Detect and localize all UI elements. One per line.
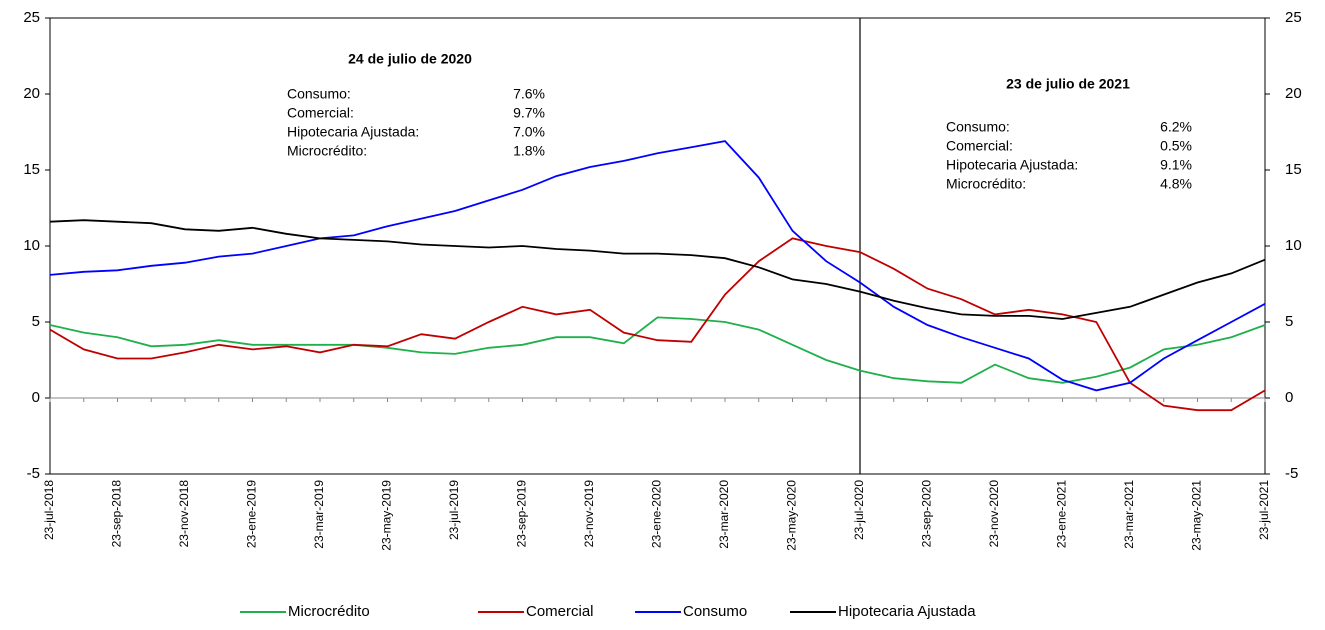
x-tick-label: 23-jul-2021 (1257, 480, 1271, 540)
y-tick-label: 0 (32, 389, 40, 406)
legend-label: Consumo (683, 603, 747, 620)
y2-tick-label: 20 (1285, 85, 1302, 102)
x-tick-label: 23-jul-2020 (852, 480, 866, 540)
x-tick-label: 23-nov-2018 (177, 480, 191, 548)
series-line (49, 237, 1266, 412)
annotation-value: 7.6% (513, 86, 545, 102)
x-tick-label: 23-mar-2020 (717, 480, 731, 549)
x-tick-label: 23-sep-2019 (515, 480, 529, 548)
y2-tick-label: 0 (1285, 389, 1293, 406)
x-tick-label: 23-jul-2019 (447, 480, 461, 540)
x-tick-label: 23-may-2020 (785, 480, 799, 551)
annotation-label: Comercial: (287, 105, 354, 121)
y-tick-label: 10 (23, 237, 40, 254)
annotation-label: Consumo: (287, 86, 351, 102)
annotation-value: 9.1% (1160, 157, 1192, 173)
annotation-label: Consumo: (946, 119, 1010, 135)
y2-tick-label: -5 (1285, 465, 1298, 482)
x-tick-label: 23-sep-2018 (110, 480, 124, 548)
x-tick-label: 23-ene-2020 (650, 480, 664, 548)
x-tick-label: 23-ene-2021 (1055, 480, 1069, 548)
annotation-value: 4.8% (1160, 176, 1192, 192)
y2-tick-label: 25 (1285, 9, 1302, 26)
y-tick-label: 5 (32, 313, 40, 330)
annotation-value: 1.8% (513, 143, 545, 159)
annotation-label: Microcrédito: (287, 143, 367, 159)
annotation-label: Comercial: (946, 138, 1013, 154)
y2-tick-label: 5 (1285, 313, 1293, 330)
x-tick-label: 23-mar-2019 (312, 480, 326, 549)
annotation-value: 7.0% (513, 124, 545, 140)
annotation-value: 6.2% (1160, 119, 1192, 135)
series-line (49, 316, 1266, 384)
y-tick-label: 15 (23, 161, 40, 178)
annotation-label: Hipotecaria Ajustada: (287, 124, 419, 140)
series-line (49, 219, 1266, 320)
annotation-label: Microcrédito: (946, 176, 1026, 192)
x-tick-label: 23-nov-2019 (582, 480, 596, 548)
x-tick-label: 23-nov-2020 (987, 480, 1001, 548)
x-tick-label: 23-jul-2018 (42, 480, 56, 540)
y-tick-label: 20 (23, 85, 40, 102)
annotation-title: 23 de julio de 2021 (1006, 76, 1130, 92)
annotation-label: Hipotecaria Ajustada: (946, 157, 1078, 173)
x-tick-label: 23-sep-2020 (920, 480, 934, 548)
series-line (49, 140, 1266, 392)
x-tick-label: 23-may-2021 (1190, 480, 1204, 551)
x-tick-label: 23-ene-2019 (245, 480, 259, 548)
legend-label: Microcrédito (288, 603, 370, 620)
y-tick-label: 25 (23, 9, 40, 26)
annotation-title: 24 de julio de 2020 (348, 51, 472, 67)
y2-tick-label: 10 (1285, 237, 1302, 254)
x-tick-label: 23-mar-2021 (1122, 480, 1136, 549)
y-tick-label: -5 (27, 465, 40, 482)
legend-label: Hipotecaria Ajustada (838, 603, 976, 620)
legend-label: Comercial (526, 603, 594, 620)
annotation-value: 9.7% (513, 105, 545, 121)
annotation-value: 0.5% (1160, 138, 1192, 154)
y2-tick-label: 15 (1285, 161, 1302, 178)
x-tick-label: 23-may-2019 (380, 480, 394, 551)
